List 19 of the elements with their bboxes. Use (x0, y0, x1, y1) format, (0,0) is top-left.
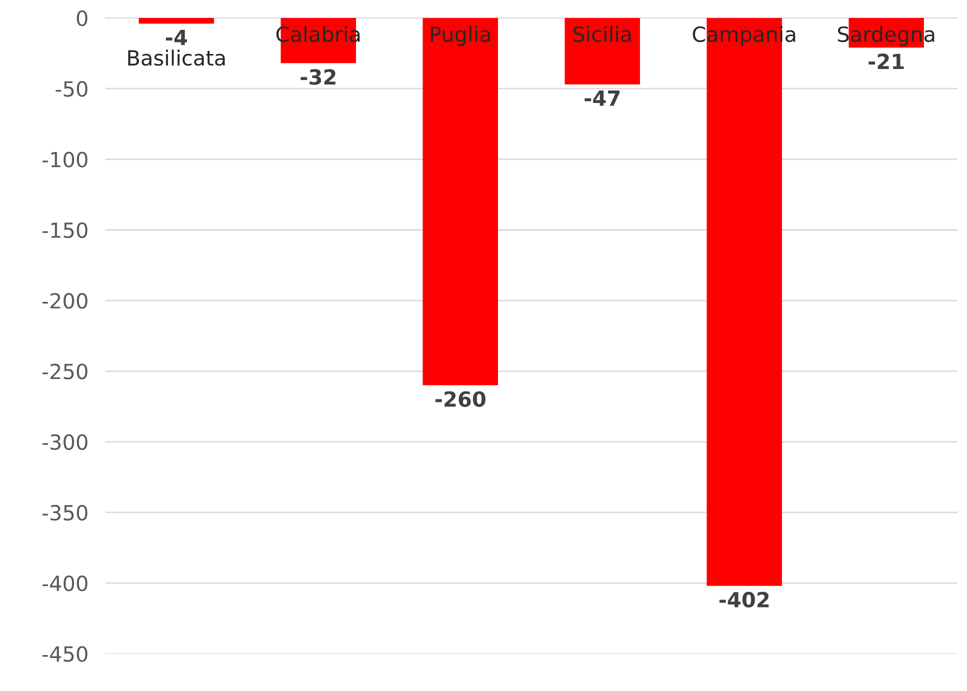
data-label: -21 (868, 54, 904, 70)
x-tick-label: Basilicata (128, 50, 225, 66)
data-label: -4 (166, 30, 188, 45)
x-tick-label: Puglia (430, 26, 490, 46)
y-tick-label: 0 (76, 10, 88, 26)
data-label: -402 (719, 592, 769, 608)
y-tick-label: -100 (42, 152, 88, 168)
y-tick-label: -450 (42, 646, 88, 662)
y-tick-label: -150 (42, 222, 88, 238)
y-tick-label: -300 (42, 434, 88, 450)
y-tick-label: -200 (42, 292, 88, 309)
y-tick-label: -400 (42, 576, 88, 592)
x-tick-label: Sicilia (573, 26, 631, 42)
y-tick-label: -250 (42, 364, 88, 380)
data-label: -47 (584, 90, 620, 106)
data-label: -260 (435, 391, 486, 407)
y-tick-label: -350 (42, 504, 88, 521)
y-tick-label: -50 (56, 81, 88, 97)
data-label: -32 (300, 69, 336, 85)
